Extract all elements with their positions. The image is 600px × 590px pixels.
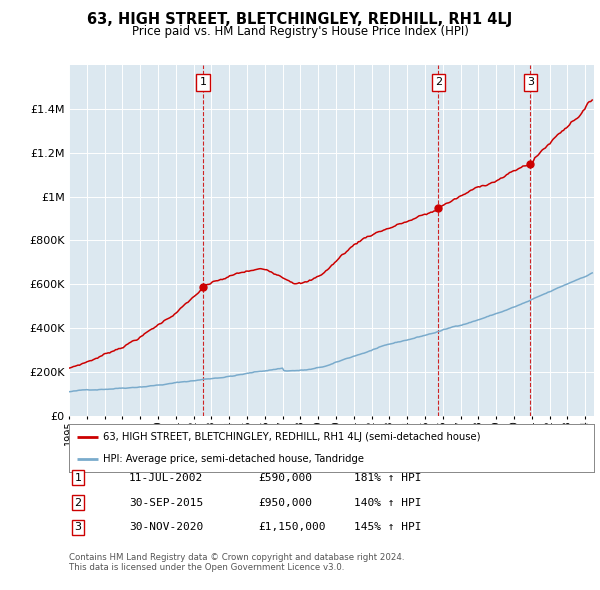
Text: 140% ↑ HPI: 140% ↑ HPI [354,498,421,507]
Text: 1: 1 [200,77,206,87]
Text: 145% ↑ HPI: 145% ↑ HPI [354,523,421,532]
Text: £590,000: £590,000 [258,473,312,483]
Text: This data is licensed under the Open Government Licence v3.0.: This data is licensed under the Open Gov… [69,563,344,572]
Text: 3: 3 [527,77,534,87]
Text: 63, HIGH STREET, BLETCHINGLEY, REDHILL, RH1 4LJ: 63, HIGH STREET, BLETCHINGLEY, REDHILL, … [88,12,512,27]
Text: 2: 2 [435,77,442,87]
Text: 11-JUL-2002: 11-JUL-2002 [129,473,203,483]
Text: 181% ↑ HPI: 181% ↑ HPI [354,473,421,483]
Text: 63, HIGH STREET, BLETCHINGLEY, REDHILL, RH1 4LJ (semi-detached house): 63, HIGH STREET, BLETCHINGLEY, REDHILL, … [103,432,481,442]
Text: Price paid vs. HM Land Registry's House Price Index (HPI): Price paid vs. HM Land Registry's House … [131,25,469,38]
Text: £950,000: £950,000 [258,498,312,507]
Text: Contains HM Land Registry data © Crown copyright and database right 2024.: Contains HM Land Registry data © Crown c… [69,553,404,562]
Text: 3: 3 [74,523,82,532]
Text: HPI: Average price, semi-detached house, Tandridge: HPI: Average price, semi-detached house,… [103,454,364,464]
Text: 2: 2 [74,498,82,507]
Text: 30-NOV-2020: 30-NOV-2020 [129,523,203,532]
Text: 30-SEP-2015: 30-SEP-2015 [129,498,203,507]
Text: £1,150,000: £1,150,000 [258,523,325,532]
Text: 1: 1 [74,473,82,483]
